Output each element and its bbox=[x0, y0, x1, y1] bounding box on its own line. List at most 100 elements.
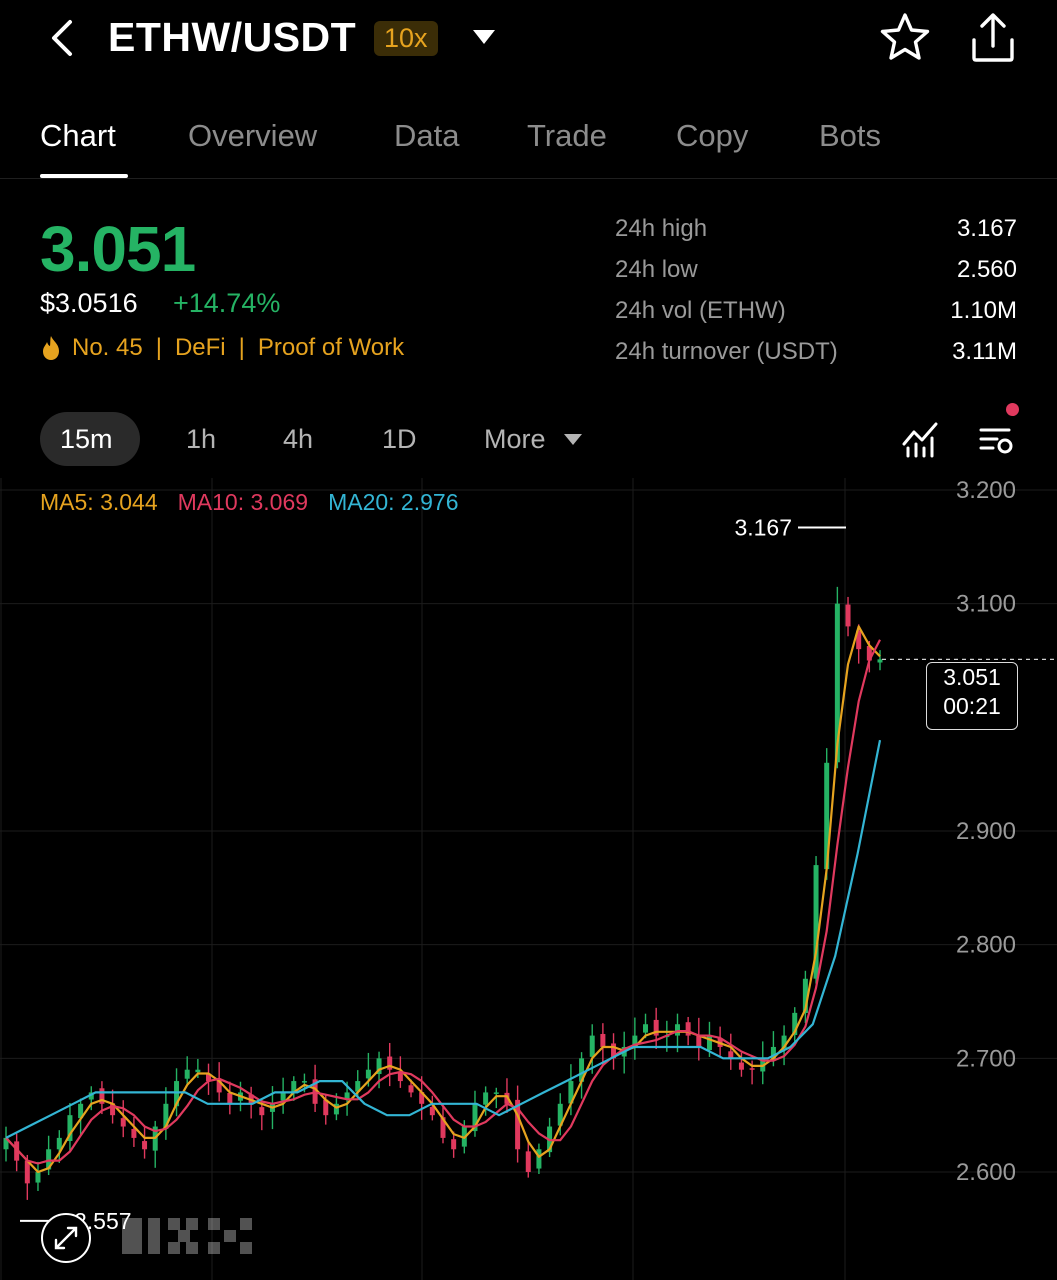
candle-body bbox=[163, 1103, 169, 1129]
candle-body bbox=[35, 1172, 41, 1183]
back-chevron-icon[interactable] bbox=[40, 14, 88, 62]
candle-body bbox=[280, 1092, 286, 1101]
indicators-icon[interactable] bbox=[900, 418, 942, 460]
chart-settings-icon[interactable] bbox=[975, 418, 1017, 460]
candle-body bbox=[845, 604, 851, 627]
candle-body bbox=[728, 1051, 734, 1059]
ma5-label: MA5: 3.044 bbox=[40, 489, 158, 515]
candle-body bbox=[632, 1035, 638, 1047]
candle-body bbox=[301, 1081, 307, 1083]
stat-value-high: 3.167 bbox=[956, 215, 1017, 242]
ma10-line bbox=[5, 639, 881, 1165]
candle-body bbox=[866, 645, 872, 661]
candle-body bbox=[355, 1081, 361, 1092]
stat-label-vol: 24h vol (ETHW) bbox=[615, 297, 786, 324]
candle-body bbox=[120, 1118, 126, 1127]
timeframe-1h[interactable]: 1h bbox=[186, 424, 217, 454]
candle-body bbox=[834, 603, 840, 763]
y-tick-label: 2.700 bbox=[956, 1045, 1016, 1072]
tab-overview[interactable]: Overview bbox=[188, 118, 318, 153]
tab-data[interactable]: Data bbox=[394, 118, 460, 153]
candlestick-chart[interactable]: 3.200 3.100 2.900 2.800 2.700 2.600 3.1672.55… bbox=[0, 478, 1057, 1280]
ma20-label: MA20: 2.976 bbox=[328, 489, 459, 515]
y-tick-label: 2.800 bbox=[956, 932, 1016, 959]
candle-body bbox=[67, 1115, 73, 1142]
rank-tag[interactable]: No. 45 bbox=[72, 334, 143, 361]
defi-tag[interactable]: DeFi bbox=[174, 334, 226, 361]
candle-body bbox=[110, 1103, 116, 1116]
tab-trade[interactable]: Trade bbox=[527, 118, 607, 153]
timeframe-selected-pill bbox=[40, 412, 140, 466]
candle-body bbox=[813, 865, 819, 979]
candle-body bbox=[3, 1137, 9, 1150]
candle-body bbox=[557, 1103, 563, 1126]
tab-bots[interactable]: Bots bbox=[819, 118, 882, 153]
candle-body bbox=[579, 1058, 585, 1082]
timeframe-15m[interactable]: 15m bbox=[60, 424, 113, 454]
tab-chart[interactable]: Chart bbox=[40, 118, 116, 153]
caret-down-icon[interactable] bbox=[470, 26, 498, 48]
candle-body bbox=[440, 1117, 446, 1138]
candle-body bbox=[184, 1069, 190, 1079]
last-price: 3.051 bbox=[40, 213, 196, 285]
candle-body bbox=[802, 978, 808, 1014]
candle-body bbox=[493, 1092, 499, 1094]
candle-body bbox=[525, 1151, 531, 1172]
candle-body bbox=[451, 1139, 457, 1150]
candle-body bbox=[685, 1022, 691, 1036]
pow-tag[interactable]: Proof of Work bbox=[257, 334, 405, 361]
candle-body bbox=[792, 1012, 798, 1035]
candle-body bbox=[781, 1035, 787, 1049]
candle-body bbox=[195, 1069, 201, 1073]
candle-body bbox=[142, 1141, 148, 1150]
ma20-line bbox=[5, 739, 882, 1139]
stat-value-low: 2.560 bbox=[956, 256, 1017, 283]
candle-body bbox=[419, 1092, 425, 1104]
candle-body bbox=[14, 1141, 20, 1161]
leverage-badge: 10x bbox=[374, 21, 438, 56]
timeframe-4h[interactable]: 4h bbox=[283, 424, 314, 454]
candle-body bbox=[674, 1024, 680, 1036]
ma-legend: MA5: 3.044 MA10: 3.069 MA20: 2.976 bbox=[40, 489, 458, 516]
y-tick-label: 2.900 bbox=[956, 818, 1016, 845]
candle-body bbox=[877, 659, 883, 663]
expand-icon[interactable] bbox=[41, 1213, 91, 1263]
candle-body bbox=[611, 1043, 617, 1059]
y-tick-label: 2.600 bbox=[956, 1159, 1016, 1186]
candle-body bbox=[515, 1099, 521, 1150]
candle-body bbox=[483, 1092, 489, 1105]
current-price-box: 3.051 00:21 bbox=[926, 662, 1018, 730]
price-change: +14.74% bbox=[173, 288, 281, 318]
candle-body bbox=[56, 1137, 62, 1150]
divider bbox=[0, 178, 1057, 179]
candle-body bbox=[78, 1103, 84, 1119]
timeframe-1d[interactable]: 1D bbox=[382, 424, 417, 454]
stat-value-turnover: 3.11M bbox=[952, 338, 1017, 365]
candle-body bbox=[291, 1081, 297, 1092]
candle-body bbox=[259, 1107, 265, 1116]
candle-body bbox=[333, 1103, 339, 1115]
candle-body bbox=[589, 1035, 595, 1057]
candles bbox=[3, 586, 883, 1200]
tag-separator: | bbox=[238, 334, 245, 361]
tab-copy[interactable]: Copy bbox=[676, 118, 749, 153]
ma5-line bbox=[5, 625, 881, 1174]
candle-body bbox=[408, 1085, 414, 1093]
candle-body bbox=[323, 1099, 329, 1116]
okx-watermark bbox=[122, 1218, 252, 1254]
stat-label-turnover: 24h turnover (USDT) bbox=[615, 338, 838, 365]
candle-body bbox=[216, 1079, 222, 1093]
candle-body bbox=[643, 1024, 649, 1033]
candle-body bbox=[600, 1033, 606, 1047]
pair-title[interactable]: ETHW/USDT bbox=[108, 14, 357, 60]
high-label: 3.167 bbox=[734, 515, 792, 541]
candle-body bbox=[472, 1103, 478, 1132]
share-icon[interactable] bbox=[966, 10, 1020, 66]
star-icon[interactable] bbox=[876, 10, 934, 66]
timeframe-more[interactable]: More bbox=[484, 424, 546, 454]
candle-body bbox=[749, 1068, 755, 1070]
notification-dot bbox=[1006, 403, 1019, 416]
candle-body bbox=[387, 1056, 393, 1070]
caret-down-icon[interactable] bbox=[562, 431, 584, 447]
active-tab-indicator bbox=[40, 174, 128, 178]
